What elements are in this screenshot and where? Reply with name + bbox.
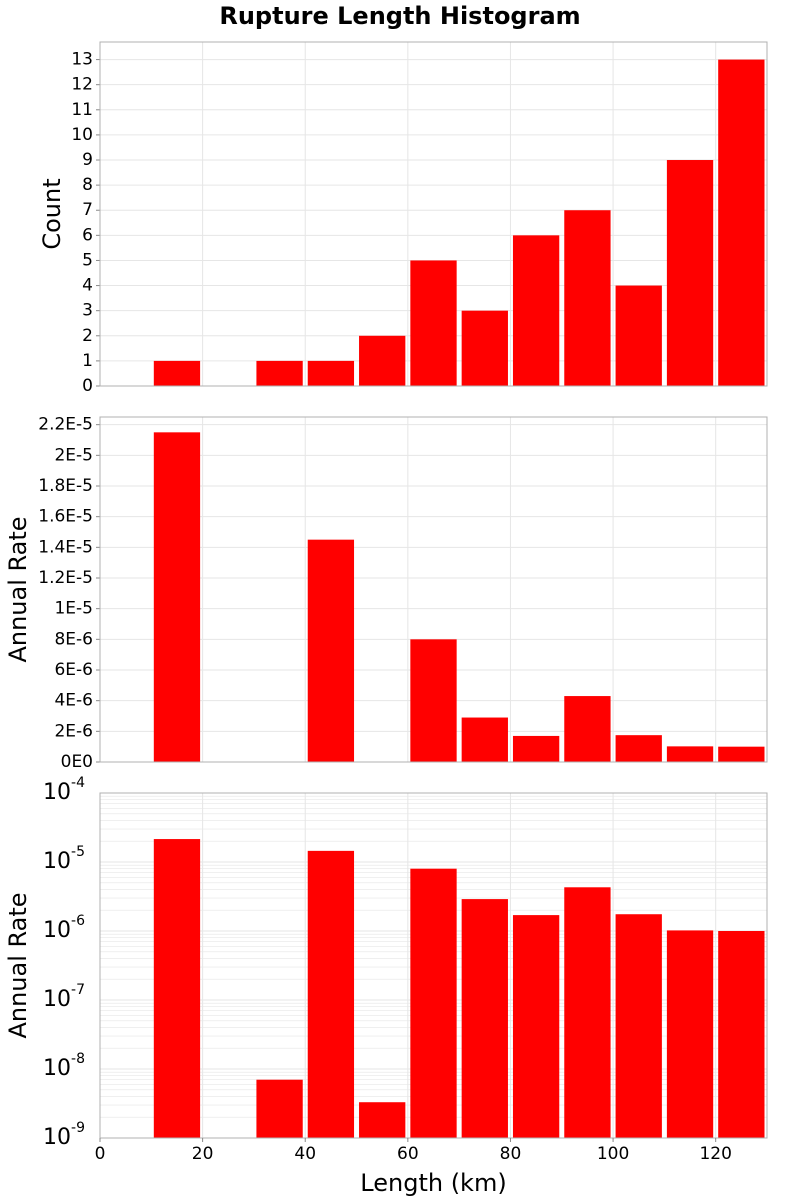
y-tick-label: 10-4 [43,775,85,805]
y-tick-base: 10 [43,918,71,943]
histogram-bar [307,539,355,762]
panel-2: Annual Rate [4,416,768,763]
histogram-bar [512,235,560,386]
plot-frame [99,416,768,763]
y-tick-label: 1.6E-5 [38,507,93,527]
histogram-bar [307,360,355,386]
histogram-bar [410,639,457,762]
y-tick-label: 1E-5 [54,599,93,619]
y-tick-label: 6 [82,225,93,245]
y-tick-label: 11 [71,100,93,120]
y-tick-label: 5 [82,250,93,270]
y-tick-label: 6E-6 [54,660,93,680]
y-tick-label: 10-8 [43,1051,85,1081]
y-tick-base: 10 [43,987,71,1012]
y-tick-label: 10 [71,125,93,145]
y-tick-label: 4E-6 [54,691,93,711]
y-tick-label: 2 [82,326,93,346]
x-tick-label: 0 [95,1144,106,1164]
histogram-bar [615,285,662,386]
histogram-bar [666,746,714,762]
histogram-bar [615,735,662,762]
histogram-bar [564,210,611,386]
y-tick-label: 1.4E-5 [38,537,93,557]
y-tick-label: 8E-6 [54,629,93,649]
histogram-bar [718,59,765,387]
histogram-bar [153,432,201,762]
histogram-bar [359,335,406,386]
x-tick-label: 40 [294,1144,316,1164]
y-tick-label: 12 [71,75,93,95]
y-tick-base: 10 [43,849,71,874]
histogram-bar [153,360,201,386]
y-tick-label: 7 [82,200,93,220]
x-tick-label: 120 [699,1144,731,1164]
y-tick-exponent: -6 [71,913,85,929]
histogram-bar [410,260,457,386]
histogram-bar [461,310,508,386]
histogram-bar [615,914,662,1138]
y-tick-label: 2E-5 [54,445,93,465]
plot-frame [99,792,768,1139]
histogram-bar [564,887,611,1138]
histogram-bar [564,696,611,762]
histogram-bar [718,746,765,762]
histogram-bar [307,850,355,1138]
histogram-bar [512,735,560,762]
y-tick-exponent: -4 [71,775,85,791]
chart-title: Rupture Length Histogram [219,2,581,30]
histogram-bar [256,1079,303,1138]
y-tick-exponent: -5 [71,844,85,860]
y-tick-label: 13 [71,50,93,70]
y-tick-label: 3 [82,301,93,321]
y-tick-base: 10 [43,1056,71,1081]
y-axis-label: Annual Rate [4,516,32,662]
y-tick-base: 10 [43,780,71,805]
plot-frame [99,41,768,387]
y-tick-base: 10 [43,1125,71,1150]
panel-1: Count [38,41,768,387]
y-tick-label: 1 [82,351,93,371]
y-tick-exponent: -7 [71,982,85,998]
y-tick-label: 1.8E-5 [38,476,93,496]
y-axis-label: Count [38,178,66,249]
y-tick-label: 0 [82,376,93,396]
x-tick-label: 60 [397,1144,419,1164]
y-axis-label: Annual Rate [4,892,32,1038]
y-tick-label: 0E0 [61,752,93,772]
y-tick-exponent: -9 [71,1120,85,1136]
histogram-bar [461,899,508,1138]
histogram-bar [256,360,303,386]
y-tick-exponent: -8 [71,1051,85,1067]
x-tick-label: 20 [192,1144,214,1164]
y-tick-label: 4 [82,276,93,296]
x-axis-label: Length (km) [360,1169,506,1197]
x-tick-label: 100 [597,1144,629,1164]
histogram-bar [718,931,765,1138]
y-tick-label: 10-7 [43,982,85,1012]
y-tick-label: 2.2E-5 [38,415,93,435]
y-tick-label: 8 [82,175,93,195]
y-tick-label: 10-9 [43,1120,85,1150]
histogram-bar [461,717,508,762]
y-tick-label: 2E-6 [54,721,93,741]
y-tick-label: 10-5 [43,844,85,874]
histogram-bar [666,160,714,386]
y-tick-label: 1.2E-5 [38,568,93,588]
histogram-bar [153,839,201,1138]
histogram-bar [359,1102,406,1138]
y-tick-label: 10-6 [43,913,85,943]
x-tick-label: 80 [500,1144,522,1164]
histogram-bar [410,868,457,1138]
histogram-bar [666,930,714,1138]
y-tick-label: 9 [82,150,93,170]
histogram-bar [512,915,560,1138]
